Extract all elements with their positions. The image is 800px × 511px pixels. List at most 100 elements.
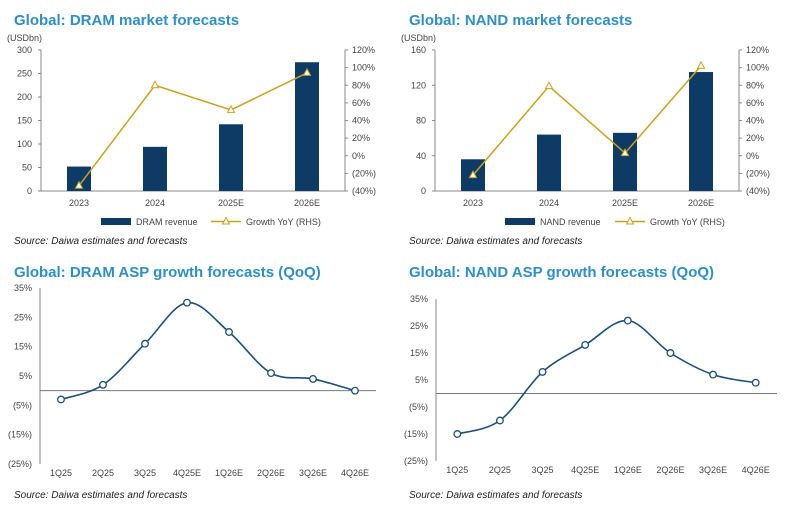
y-tick-label: 0 — [421, 186, 426, 196]
y-tick-label: 5% — [19, 371, 32, 381]
dram-asp-chart: (25%) (15%) (5%) 5% 15% 25% 35% 1Q25 2Q25 3Q25 4Q2… — [8, 283, 376, 478]
y2-tick-label: 20% — [352, 133, 370, 143]
nand-asp-panel: Global: NAND ASP growth forecasts (QoQ) … — [404, 264, 789, 508]
y-tick-label: 25% — [14, 312, 32, 322]
bar-2024 — [143, 146, 167, 191]
growth-point-2025E — [226, 104, 236, 113]
y-tick-label: 120 — [411, 80, 426, 90]
y-tick-label: 35% — [14, 283, 32, 293]
x-tick-label: 2Q26E — [656, 465, 684, 475]
nand-market-chart: (USDbn) 0 40 80 120 160 (40%) (20%) 0% 20% 40% 60% 8… — [401, 33, 770, 227]
y-tick-label: (5%) — [13, 400, 32, 410]
x-tick-label: 4Q25E — [173, 468, 201, 478]
x-tick-label: 1Q26E — [215, 468, 243, 478]
bar-2024 — [537, 134, 561, 191]
legend-marker — [625, 216, 635, 225]
legend-swatch-bar — [505, 218, 535, 225]
asp-point-2Q26E — [267, 369, 275, 378]
growth-yoy-line — [78, 72, 308, 187]
x-tick-label: 2025E — [612, 198, 638, 208]
legend-label-bar: NAND revenue — [540, 217, 601, 227]
bar-2025E — [613, 132, 637, 191]
x-tick-label: 2026E — [688, 198, 714, 208]
y-tick-label: 0 — [27, 186, 32, 196]
asp-point-2Q26E — [666, 349, 675, 357]
y2-tick-label: 0% — [746, 151, 759, 161]
y2-tick-label: 80% — [746, 80, 764, 90]
x-tick-label: 4Q26E — [341, 468, 369, 478]
x-tick-label: 4Q25E — [571, 465, 599, 475]
x-tick-label: 4Q26E — [742, 465, 770, 475]
y-tick-label: 40 — [416, 151, 426, 161]
growth-point-2023 — [468, 170, 478, 179]
asp-point-3Q25 — [141, 339, 149, 348]
y-tick-label: 250 — [17, 69, 32, 79]
chart-source: Source: Daiwa estimates and forecasts — [409, 236, 583, 247]
x-tick-label: 2Q26E — [257, 468, 285, 478]
nand-market-panel: Global: NAND market forecasts (USDbn) 0 40… — [401, 12, 789, 252]
y2-tick-label: (20%) — [352, 168, 376, 178]
y-tick-label: (15%) — [404, 429, 428, 439]
y-tick-label: (25%) — [404, 456, 428, 466]
asp-point-2Q25 — [99, 380, 107, 389]
y-tick-label: 160 — [411, 45, 426, 55]
x-tick-label: 2Q25 — [92, 468, 114, 478]
y-tick-label: 80 — [416, 116, 426, 126]
x-tick-label: 3Q26E — [299, 468, 327, 478]
legend-swatch-bar — [101, 218, 131, 225]
bar-2026E — [295, 62, 319, 191]
asp-point-4Q26E — [351, 386, 359, 395]
asp-point-1Q25 — [453, 430, 462, 438]
y2-tick-label: 60% — [352, 98, 370, 108]
nand-asp-chart: (25%) (15%) (5%) 5% 15% 25% 35% 1Q25 2Q25 3Q25 4Q2… — [404, 294, 777, 475]
asp-growth-line — [457, 319, 756, 435]
bar-2026E — [689, 72, 713, 191]
x-tick-label: 1Q25 — [50, 468, 72, 478]
y-tick-label: 100 — [17, 139, 32, 149]
x-tick-label: 3Q25 — [532, 465, 554, 475]
asp-point-4Q25E — [581, 340, 590, 349]
x-tick-label: 2023 — [69, 198, 89, 208]
growth-yoy-line — [472, 65, 702, 176]
y2-tick-label: (40%) — [746, 186, 770, 196]
y2-tick-label: 120% — [746, 45, 769, 55]
chart-source: Source: Daiwa estimates and forecasts — [14, 236, 188, 247]
asp-point-2Q25 — [495, 416, 504, 425]
growth-point-2024 — [544, 81, 554, 90]
y2-tick-label: 0% — [352, 151, 365, 161]
chart-source: Source: Daiwa estimates and forecasts — [409, 490, 583, 501]
y-tick-label: 300 — [17, 45, 32, 55]
x-tick-label: 2Q25 — [489, 465, 511, 475]
y2-tick-label: (20%) — [746, 168, 770, 178]
y2-tick-label: (40%) — [352, 186, 376, 196]
x-tick-label: 2024 — [145, 198, 165, 208]
legend-marker — [221, 216, 231, 225]
legend-label-line: Growth YoY (RHS) — [246, 217, 321, 227]
growth-point-2026E — [302, 67, 312, 76]
asp-point-1Q26E — [225, 328, 233, 336]
y-tick-label: 15% — [14, 342, 32, 352]
y-tick-label: 200 — [17, 92, 32, 102]
asp-point-1Q26E — [623, 316, 632, 325]
y-tick-label: 5% — [415, 375, 428, 385]
y-tick-label: 15% — [410, 348, 428, 358]
asp-point-3Q25 — [538, 367, 547, 376]
asp-point-4Q25E — [183, 298, 191, 307]
x-tick-label: 3Q25 — [134, 468, 156, 478]
x-tick-label: 2025E — [218, 198, 244, 208]
bar-2025E — [219, 124, 243, 191]
y-axis-label: (USDbn) — [401, 33, 436, 43]
growth-point-2026E — [696, 60, 706, 69]
x-tick-label: 3Q26E — [699, 465, 727, 475]
x-tick-label: 2023 — [463, 198, 483, 208]
x-tick-label: 1Q26E — [614, 465, 642, 475]
x-tick-label: 1Q25 — [446, 465, 468, 475]
y2-tick-label: 100% — [352, 63, 375, 73]
growth-point-2025E — [620, 148, 630, 157]
y-axis-label: (USDbn) — [7, 33, 42, 43]
chart-title: Global: DRAM ASP growth forecasts (QoQ) — [14, 264, 321, 281]
dram-market-chart: (USDbn) 0 50 100 150 200 250 300 (40%) (20%) 0% 20%… — [7, 33, 376, 227]
y-tick-label: 25% — [410, 321, 428, 331]
chart-title: Global: NAND ASP growth forecasts (QoQ) — [409, 264, 715, 281]
chart-source: Source: Daiwa estimates and forecasts — [14, 490, 188, 501]
